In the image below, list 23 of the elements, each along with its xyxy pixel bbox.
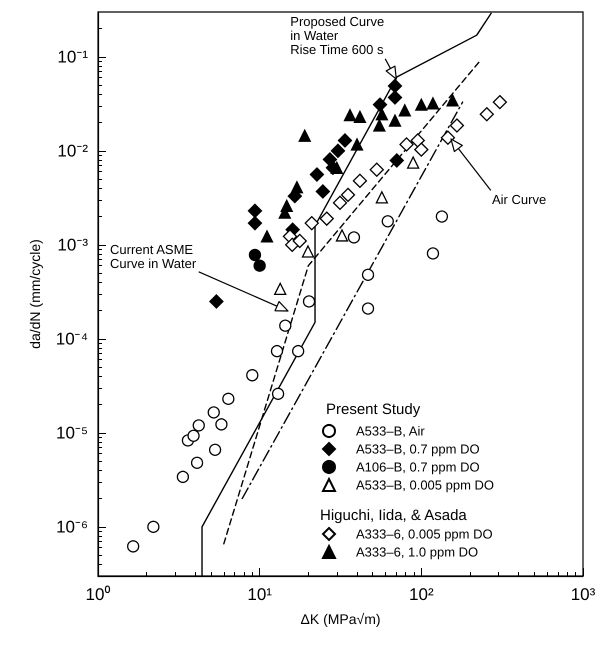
- x-tick-label: 10³: [570, 585, 596, 604]
- y-tick-label: 10⁻¹: [57, 47, 88, 66]
- legend-label: A533–B, Air: [356, 424, 426, 438]
- annotation: Present Study: [326, 401, 421, 418]
- y-tick-label: 10⁻⁵: [56, 423, 88, 442]
- y-tick-label: 10⁻⁴: [56, 329, 88, 348]
- legend-label: A333–6, 0.005 ppm DO: [356, 526, 493, 542]
- y-tick-label: 10⁻³: [57, 235, 88, 254]
- annotation: Air Curve: [492, 192, 546, 207]
- y-axis-title: da/dN (mm/cycle): [27, 239, 43, 349]
- y-tick-label: 10⁻⁶: [56, 517, 88, 536]
- x-tick-label: 10¹: [247, 585, 272, 604]
- y-tick-label: 10⁻²: [57, 141, 88, 160]
- annotation: Higuchi, Iida, & Asada: [320, 507, 468, 524]
- legend-label: A333–6, 1.0 ppm DO: [356, 544, 478, 560]
- annotation: Proposed Curve in Water Rise Time 600 s: [290, 14, 384, 58]
- x-tick-label: 10²: [409, 585, 434, 604]
- x-tick-label: 10⁰: [86, 585, 110, 604]
- legend-label: A533–B, 0.005 ppm DO: [356, 478, 494, 492]
- annotation: Current ASME Curve in Water: [110, 242, 197, 271]
- legend-label: A106–B, 0.7 ppm DO: [356, 460, 480, 474]
- x-axis-title: ΔK (MPa√m): [300, 611, 381, 627]
- legend-label: A533–B, 0.7 ppm DO: [356, 442, 480, 456]
